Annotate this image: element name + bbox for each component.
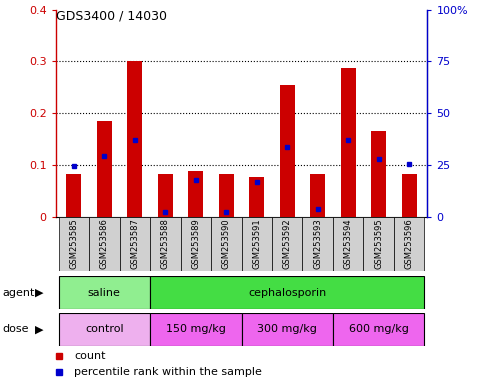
Bar (188, 171, 203, 217)
Bar (333, 313, 425, 346)
Bar (89, 217, 120, 271)
Text: 600 mg/kg: 600 mg/kg (349, 324, 409, 334)
Bar (66, 174, 82, 217)
Bar (310, 174, 326, 217)
Bar (211, 217, 242, 271)
Text: GSM253586: GSM253586 (100, 218, 109, 269)
Text: GSM253589: GSM253589 (191, 218, 200, 269)
Text: dose: dose (2, 324, 29, 334)
Text: GSM253595: GSM253595 (374, 218, 383, 269)
Text: GSM253594: GSM253594 (344, 218, 353, 269)
Text: 300 mg/kg: 300 mg/kg (257, 324, 317, 334)
Text: agent: agent (2, 288, 35, 298)
Text: GSM253590: GSM253590 (222, 218, 231, 269)
Bar (363, 217, 394, 271)
Bar (97, 121, 112, 217)
Bar (157, 174, 173, 217)
Text: GSM253596: GSM253596 (405, 218, 413, 269)
Bar (150, 313, 242, 346)
Bar (249, 177, 264, 217)
Text: control: control (85, 324, 124, 334)
Text: cephalosporin: cephalosporin (248, 288, 327, 298)
Bar (219, 174, 234, 217)
Text: saline: saline (88, 288, 121, 298)
Text: GDS3400 / 14030: GDS3400 / 14030 (56, 10, 167, 23)
Text: count: count (74, 351, 106, 361)
Text: GSM253585: GSM253585 (70, 218, 78, 269)
Bar (401, 174, 417, 217)
Bar (58, 217, 89, 271)
Bar (242, 313, 333, 346)
Bar (58, 313, 150, 346)
Text: GSM253593: GSM253593 (313, 218, 322, 269)
Bar (120, 217, 150, 271)
Text: ▶: ▶ (35, 324, 43, 334)
Bar (150, 217, 181, 271)
Text: GSM253588: GSM253588 (161, 218, 170, 269)
Bar (127, 61, 142, 217)
Bar (181, 217, 211, 271)
Text: GSM253592: GSM253592 (283, 218, 292, 269)
Text: GSM253591: GSM253591 (252, 218, 261, 269)
Bar (302, 217, 333, 271)
Bar (341, 68, 356, 217)
Bar (280, 85, 295, 217)
Text: percentile rank within the sample: percentile rank within the sample (74, 367, 262, 377)
Text: GSM253587: GSM253587 (130, 218, 139, 269)
Bar (394, 217, 425, 271)
Bar (58, 276, 150, 309)
Bar (371, 131, 386, 217)
Text: ▶: ▶ (35, 288, 43, 298)
Text: 150 mg/kg: 150 mg/kg (166, 324, 226, 334)
Bar (333, 217, 363, 271)
Bar (242, 217, 272, 271)
Bar (272, 217, 302, 271)
Bar (150, 276, 425, 309)
